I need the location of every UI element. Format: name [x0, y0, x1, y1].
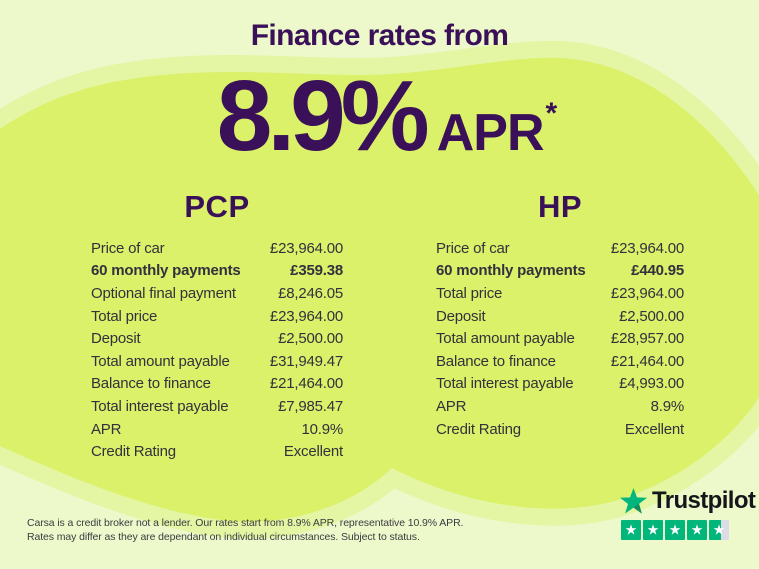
- table-row: Balance to finance £21,464.00: [436, 350, 684, 373]
- row-label: Deposit: [436, 307, 486, 325]
- row-value: 8.9%: [650, 397, 685, 415]
- row-label: Total amount payable: [91, 352, 230, 370]
- row-value: £23,964.00: [610, 239, 684, 257]
- row-label: Price of car: [436, 239, 510, 257]
- star-icon: ★: [624, 521, 638, 538]
- row-label: Total interest payable: [91, 397, 229, 415]
- banner-title: Finance rates from: [250, 19, 509, 52]
- row-label: Total interest payable: [436, 375, 574, 393]
- row-value: £8,246.05: [278, 284, 343, 302]
- row-value: £2,500.00: [619, 307, 684, 325]
- pcp-table: PCP Price of car £23,964.00 60 monthly pay…: [91, 190, 343, 463]
- table-row: Credit Rating Excellent: [91, 440, 343, 463]
- rate-unit: APR*: [436, 97, 557, 162]
- disclaimer-line-2: Rates may differ as they are dependant o…: [27, 530, 420, 543]
- star-icon: ★: [712, 521, 726, 538]
- trustpilot-logo: Trustpilot: [620, 487, 756, 515]
- row-label: 60 monthly payments: [436, 262, 586, 280]
- hp-table: HP Price of car £23,964.00 60 monthly paym…: [436, 190, 684, 440]
- row-label: APR: [436, 397, 467, 415]
- row-label: Balance to finance: [436, 352, 556, 370]
- row-label: Total price: [436, 284, 503, 302]
- trustpilot-badge: Trustpilot ★ ★ ★ ★ ★: [620, 487, 756, 540]
- table-row: APR 8.9%: [436, 395, 684, 418]
- row-value: Excellent: [283, 443, 343, 461]
- row-value: £2,500.00: [278, 330, 343, 348]
- row-value: £23,964.00: [269, 239, 343, 257]
- row-label: Credit Rating: [91, 443, 176, 461]
- table-row: Total price £23,964.00: [91, 305, 343, 328]
- table-row: Total amount payable £28,957.00: [436, 327, 684, 350]
- pcp-table-title: PCP: [184, 189, 250, 224]
- row-value: £23,964.00: [610, 284, 684, 302]
- row-value: £28,957.00: [610, 330, 684, 348]
- row-value: £21,464.00: [269, 375, 343, 393]
- disclaimer-text: Carsa is a credit broker not a lender. O…: [27, 517, 463, 544]
- table-row: Credit Rating Excellent: [436, 418, 684, 441]
- hp-table-title: HP: [537, 189, 583, 224]
- hp-table-rows: Price of car £23,964.00 60 monthly payment…: [436, 237, 684, 440]
- rate-value: 8.9%: [216, 60, 430, 172]
- table-row: Total price £23,964.00: [436, 282, 684, 305]
- row-value: £4,993.00: [619, 375, 684, 393]
- row-label: APR: [91, 420, 122, 438]
- row-value: £7,985.47: [278, 397, 343, 415]
- rate-asterisk: *: [545, 97, 558, 130]
- table-row: Total interest payable £4,993.00: [436, 373, 684, 396]
- row-label: Total amount payable: [436, 330, 575, 348]
- row-value: £440.95: [631, 262, 684, 280]
- row-value: £21,464.00: [610, 352, 684, 370]
- table-row: Price of car £23,964.00: [436, 237, 684, 260]
- table-row: Deposit £2,500.00: [436, 305, 684, 328]
- row-label: Total price: [91, 307, 158, 325]
- trustpilot-star-icon: [620, 488, 647, 514]
- row-label: Balance to finance: [91, 375, 211, 393]
- table-row: APR 10.9%: [91, 418, 343, 441]
- table-row: Optional final payment £8,246.05: [91, 282, 343, 305]
- row-value: £359.38: [290, 262, 343, 280]
- trustpilot-stars: ★ ★ ★ ★ ★: [621, 520, 755, 540]
- table-row: Balance to finance £21,464.00: [91, 373, 343, 396]
- row-label: Credit Rating: [436, 420, 521, 438]
- blob-bright: [0, 57, 759, 522]
- row-value: £23,964.00: [269, 307, 343, 325]
- table-row: Total interest payable £7,985.47: [91, 395, 343, 418]
- star-icon: ★: [690, 521, 704, 538]
- rating-star-box: ★: [709, 520, 729, 540]
- table-row: Deposit £2,500.00: [91, 327, 343, 350]
- row-value: 10.9%: [301, 420, 343, 438]
- row-label: 60 monthly payments: [91, 262, 241, 280]
- table-row: Total amount payable £31,949.47: [91, 350, 343, 373]
- pcp-table-rows: Price of car £23,964.00 60 monthly payment…: [91, 237, 343, 463]
- row-value: £31,949.47: [269, 352, 343, 370]
- row-label: Price of car: [91, 239, 165, 257]
- row-label: Deposit: [91, 330, 141, 348]
- row-value: Excellent: [624, 420, 684, 438]
- rating-star-box: ★: [621, 520, 641, 540]
- star-icon: ★: [668, 521, 682, 538]
- disclaimer-line-1: Carsa is a credit broker not a lender. O…: [27, 517, 464, 529]
- trustpilot-wordmark: Trustpilot: [652, 487, 756, 514]
- headline-rate: 8.9% APR*: [0, 50, 759, 182]
- rating-star-box: ★: [687, 520, 707, 540]
- rating-star-box: ★: [665, 520, 685, 540]
- table-row: 60 monthly payments £440.95: [436, 260, 684, 283]
- table-row: 60 monthly payments £359.38: [91, 260, 343, 283]
- star-icon: ★: [646, 521, 660, 538]
- row-label: Optional final payment: [91, 284, 236, 302]
- rating-star-box: ★: [643, 520, 663, 540]
- table-row: Price of car £23,964.00: [91, 237, 343, 260]
